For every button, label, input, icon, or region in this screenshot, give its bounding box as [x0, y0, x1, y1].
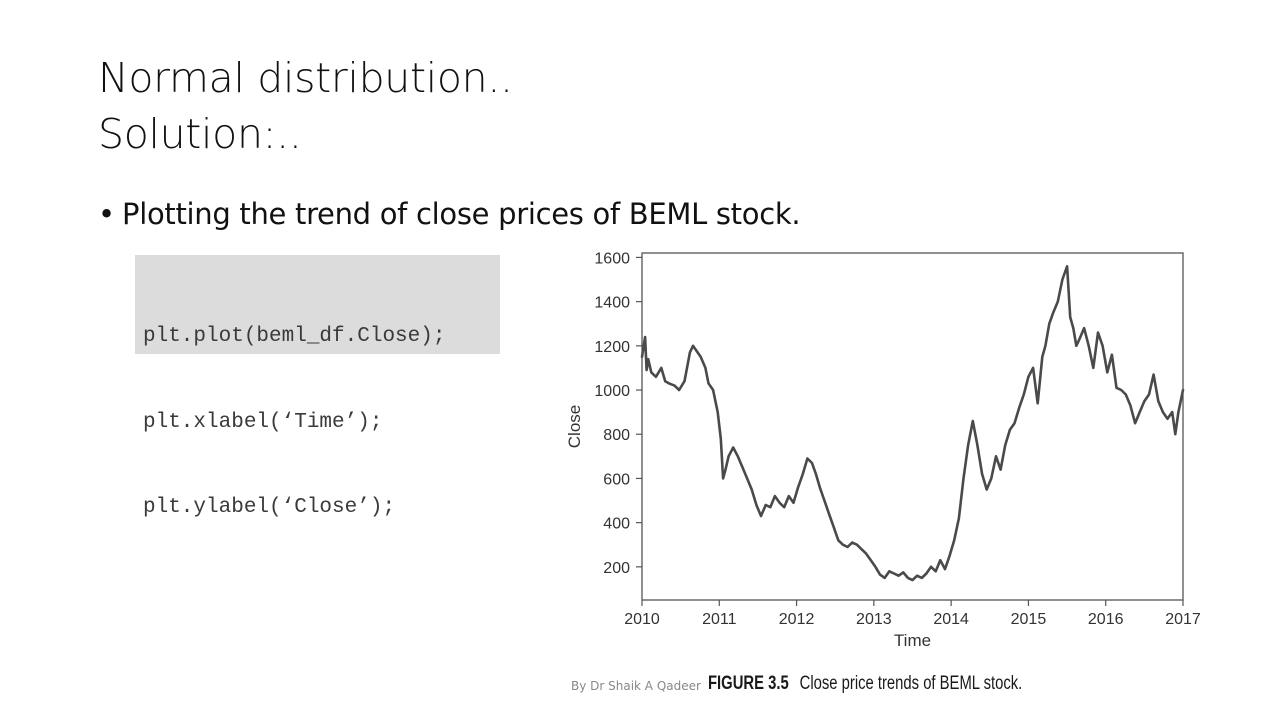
slide-title: Normal distribution.. Solution:.. [98, 50, 513, 162]
bullet-point: • Plotting the trend of close prices of B… [98, 195, 801, 233]
figure-caption-text: Close price trends of BEML stock. [799, 673, 1023, 694]
y-axis-label: Close [565, 405, 584, 448]
figure-label: FIGURE 3.5 [708, 673, 789, 694]
figure-caption: FIGURE 3.5 Close price trends of BEML sto… [708, 673, 1022, 695]
y-axis-ticks: 200 400 600 800 1000 1200 1400 1600 [594, 250, 642, 577]
code-line-2: plt.xlabel(‘Time’); [143, 410, 383, 434]
bullet-dot: • [98, 197, 115, 231]
bullet-text: Plotting the trend of close prices of BE… [122, 197, 801, 231]
x-tick-label: 2014 [933, 611, 969, 628]
y-tick-label: 1200 [594, 339, 630, 356]
x-tick-label: 2017 [1165, 611, 1200, 628]
plot-frame [641, 252, 1184, 601]
series-line-close [640, 265, 1185, 582]
x-tick-label: 2010 [624, 611, 660, 628]
x-tick-label: 2015 [1011, 611, 1047, 628]
slide-title-line-2: Solution:.. [98, 110, 302, 158]
slide-title-line-1: Normal distribution.. [98, 54, 513, 102]
code-line-1: plt.plot(beml_df.Close); [143, 325, 446, 348]
footer-credit: By Dr Shaik A Qadeer [571, 679, 701, 693]
x-tick-label: 2013 [856, 611, 892, 628]
y-tick-label: 400 [603, 516, 630, 533]
y-tick-label: 200 [603, 560, 630, 577]
y-tick-label: 1000 [594, 383, 630, 400]
code-snippet: plt.plot(beml_df.Close); plt.xlabel(‘Tim… [135, 255, 500, 519]
x-tick-label: 2012 [779, 611, 815, 628]
x-axis-label: Time [894, 631, 931, 650]
y-tick-label: 1400 [594, 295, 630, 312]
code-line-3: plt.ylabel(‘Close’); [143, 496, 396, 519]
x-tick-label: 2011 [702, 611, 737, 628]
x-tick-label: 2016 [1088, 611, 1124, 628]
x-axis-ticks: 2010 2011 2012 2013 2014 2015 2016 2017 [624, 600, 1200, 628]
y-tick-label: 600 [603, 471, 630, 488]
y-tick-label: 1600 [594, 250, 630, 267]
y-tick-label: 800 [603, 427, 630, 444]
